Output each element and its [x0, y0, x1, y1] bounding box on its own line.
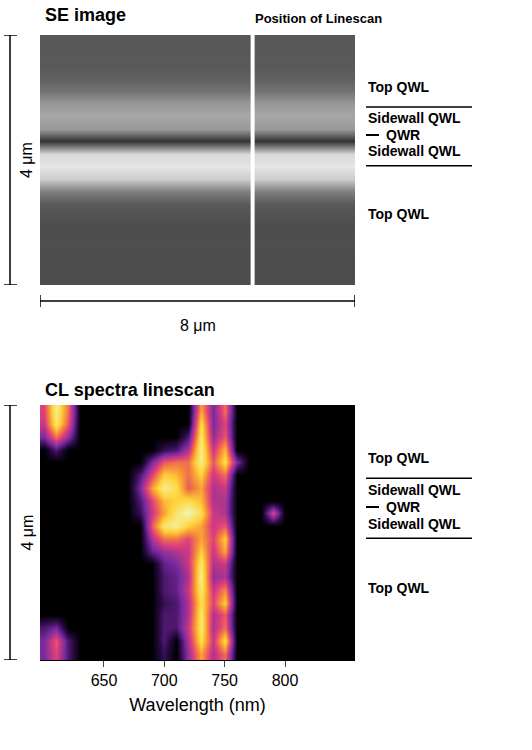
svg-text:QWR: QWR	[386, 127, 420, 143]
svg-text:Sidewall QWL: Sidewall QWL	[368, 482, 461, 498]
svg-text:8 μm: 8 μm	[180, 317, 216, 334]
svg-text:Top QWL: Top QWL	[368, 79, 430, 95]
svg-text:Sidewall QWL: Sidewall QWL	[368, 516, 461, 532]
svg-text:Sidewall QWL: Sidewall QWL	[368, 110, 461, 126]
svg-text:Wavelength (nm): Wavelength (nm)	[129, 695, 265, 715]
svg-text:Sidewall QWL: Sidewall QWL	[368, 143, 461, 159]
svg-text:Top QWL: Top QWL	[368, 450, 430, 466]
svg-text:4 μm: 4 μm	[19, 515, 36, 551]
svg-text:Position of Linescan: Position of Linescan	[255, 11, 382, 26]
svg-text:Top QWL: Top QWL	[368, 206, 430, 222]
svg-text:4 μm: 4 μm	[18, 142, 35, 178]
svg-text:800: 800	[272, 672, 299, 689]
svg-text:750: 750	[211, 672, 238, 689]
svg-text:Top QWL: Top QWL	[368, 580, 430, 596]
svg-text:650: 650	[91, 672, 118, 689]
svg-text:CL spectra linescan: CL spectra linescan	[45, 380, 215, 400]
svg-text:700: 700	[151, 672, 178, 689]
svg-text:SE image: SE image	[45, 5, 126, 25]
svg-text:QWR: QWR	[386, 499, 420, 515]
